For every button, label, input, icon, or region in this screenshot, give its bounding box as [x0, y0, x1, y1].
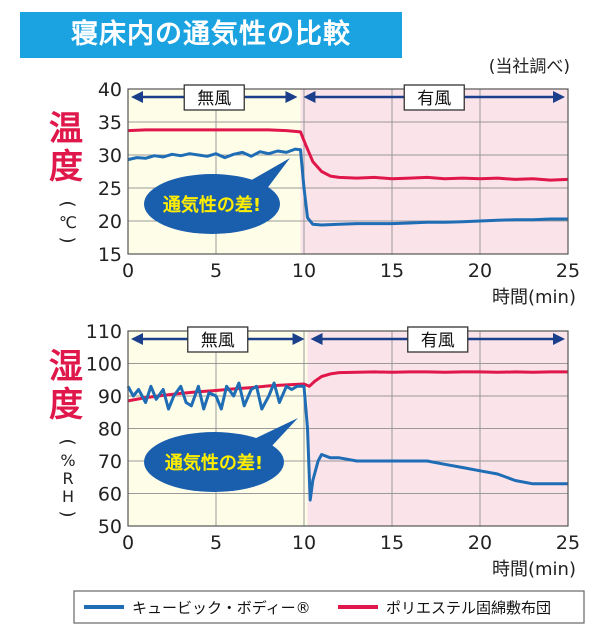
chart1-ytick-label-35: 35	[98, 112, 122, 134]
chart1-ytick-label-20: 20	[98, 211, 122, 233]
chart1-region-label-box-1	[183, 84, 245, 111]
chart2-annotation-text: 通気性の差!	[165, 452, 263, 474]
chart1-region-arrowhead-right-1	[285, 91, 298, 103]
legend-label-1: キュービック・ボディー®	[132, 599, 311, 617]
chart1-ylabel-main-char-2: 度	[49, 147, 83, 187]
chart2-xtick-label-25: 25	[556, 532, 580, 554]
chart1-ylabel-unit-char-3: )	[57, 236, 78, 243]
chart2-xtick-label-20: 20	[468, 532, 492, 554]
chart2-plot-frame	[127, 330, 569, 527]
chart1-region-label-box-2	[403, 84, 465, 111]
chart1-ytick-label-40: 40	[98, 79, 122, 101]
chart1-region-arrowhead-left-1	[131, 91, 143, 103]
chart2-ylabel-unit-char-2: %	[60, 451, 75, 470]
chart2-ylabel-unit-char-1: (	[57, 438, 78, 445]
chart1-ylabel-main-char-1: 温	[49, 109, 83, 149]
chart2-ylabel-unit-char-3: R	[62, 469, 73, 488]
chart1-annotation-bubble-tail	[248, 158, 290, 190]
chart2-region-label-box-2	[407, 326, 469, 353]
chart1-ylabel-unit-char-1: (	[57, 200, 78, 207]
chart2-xtick-label-10: 10	[292, 532, 316, 554]
chart2-ytick-label-90: 90	[98, 386, 122, 408]
chart2-xtick-label-15: 15	[380, 532, 404, 554]
chart2-series-line-polyester	[127, 370, 568, 403]
chart2-region-arrowhead-left-1	[131, 333, 143, 345]
chart2-group: 無風 有風 50 60 70 80 90 100 110 0 5 10 15 20 25 時間(min) 湿度 (…	[49, 321, 580, 580]
chart1-xtick-label-0: 0	[122, 260, 134, 282]
title-banner: 寝床内の通気性の比較	[20, 12, 402, 58]
chart2-ytick-label-50: 50	[98, 516, 122, 538]
chart1-ytick-label-30: 30	[98, 145, 122, 167]
chart2-ytick-label-110: 110	[86, 321, 122, 343]
legend: キュービック・ボディー® ポリエステル固綿敷布団	[73, 590, 585, 624]
chart-title: 寝床内の通気性の比較	[71, 19, 351, 50]
chart1-ytick-label-15: 15	[98, 244, 122, 266]
chart2-ytick-label-100: 100	[86, 354, 122, 376]
chart1-series-line-cubic-body	[127, 147, 568, 227]
chart1-region-label-2: 有風	[417, 89, 451, 109]
chart1-xtick-label-25: 25	[556, 260, 580, 282]
chart2-region-label-2: 有風	[421, 331, 455, 351]
chart2-series-line-cubic-body	[126, 381, 568, 502]
source-note: (当社調べ)	[488, 57, 570, 77]
chart1-xtick-label-10: 10	[292, 260, 316, 282]
chart1-region-arrowhead-right-2	[553, 91, 565, 103]
chart2-xtick-label-5: 5	[210, 532, 222, 554]
chart1-plot-frame	[127, 88, 569, 255]
chart2-xtick-label-0: 0	[122, 532, 134, 554]
chart2-region-label-box-1	[187, 326, 249, 353]
chart2-ytick-label-60: 60	[98, 484, 122, 506]
chart2-annotation-bubble	[144, 432, 284, 492]
chart1-ylabel-unit-char-2: ℃	[59, 213, 77, 232]
chart2-ylabel-unit-char-4: H	[62, 487, 74, 506]
legend-label-2: ポリエステル固綿敷布団	[386, 599, 551, 617]
chart1-ylabel-unit: ( ℃)	[57, 200, 78, 243]
chart1-region-label-1: 無風	[197, 89, 231, 109]
chart2-ylabel-main-char-2: 度	[49, 385, 83, 425]
chart1-xtick-label-15: 15	[380, 260, 404, 282]
chart2-ylabel-unit: (%RH)	[57, 438, 78, 517]
chart2-ytick-label-80: 80	[98, 419, 122, 441]
chart1-annotation-bubble	[144, 174, 280, 234]
chart2-ylabel-main-char-1: 湿	[49, 347, 83, 387]
chart2-region-arrowhead-right-2	[553, 333, 565, 345]
chart1-xtick-label-20: 20	[468, 260, 492, 282]
chart2-region-arrowhead-left-2	[310, 333, 323, 345]
chart2-ylabel-unit-char-5: )	[57, 510, 78, 517]
chart2-ytick-label-70: 70	[98, 451, 122, 473]
chart1-ytick-label-25: 25	[98, 178, 122, 200]
chart1-series-line-polyester	[127, 128, 569, 182]
chart2-region-arrowhead-right-1	[292, 333, 305, 345]
chart2-region-label-1: 無風	[201, 331, 235, 351]
chart1-annotation-text: 通気性の差!	[163, 194, 261, 216]
chart1-xtick-label-5: 5	[210, 260, 222, 282]
legend-box	[73, 590, 585, 624]
chart1-region-bg-2	[300, 89, 568, 254]
chart1-region-arrowhead-left-2	[303, 91, 316, 103]
chart1-group: 無風 有風 15 20 25 30 35 40 0 5 10 15 20 25 時間(min) 温度 ( ℃) 通気…	[49, 79, 580, 308]
chart2-xaxis-title: 時間(min)	[492, 559, 576, 580]
chart1-xaxis-title: 時間(min)	[492, 287, 576, 308]
chart2-annotation-bubble-tail	[252, 418, 298, 448]
